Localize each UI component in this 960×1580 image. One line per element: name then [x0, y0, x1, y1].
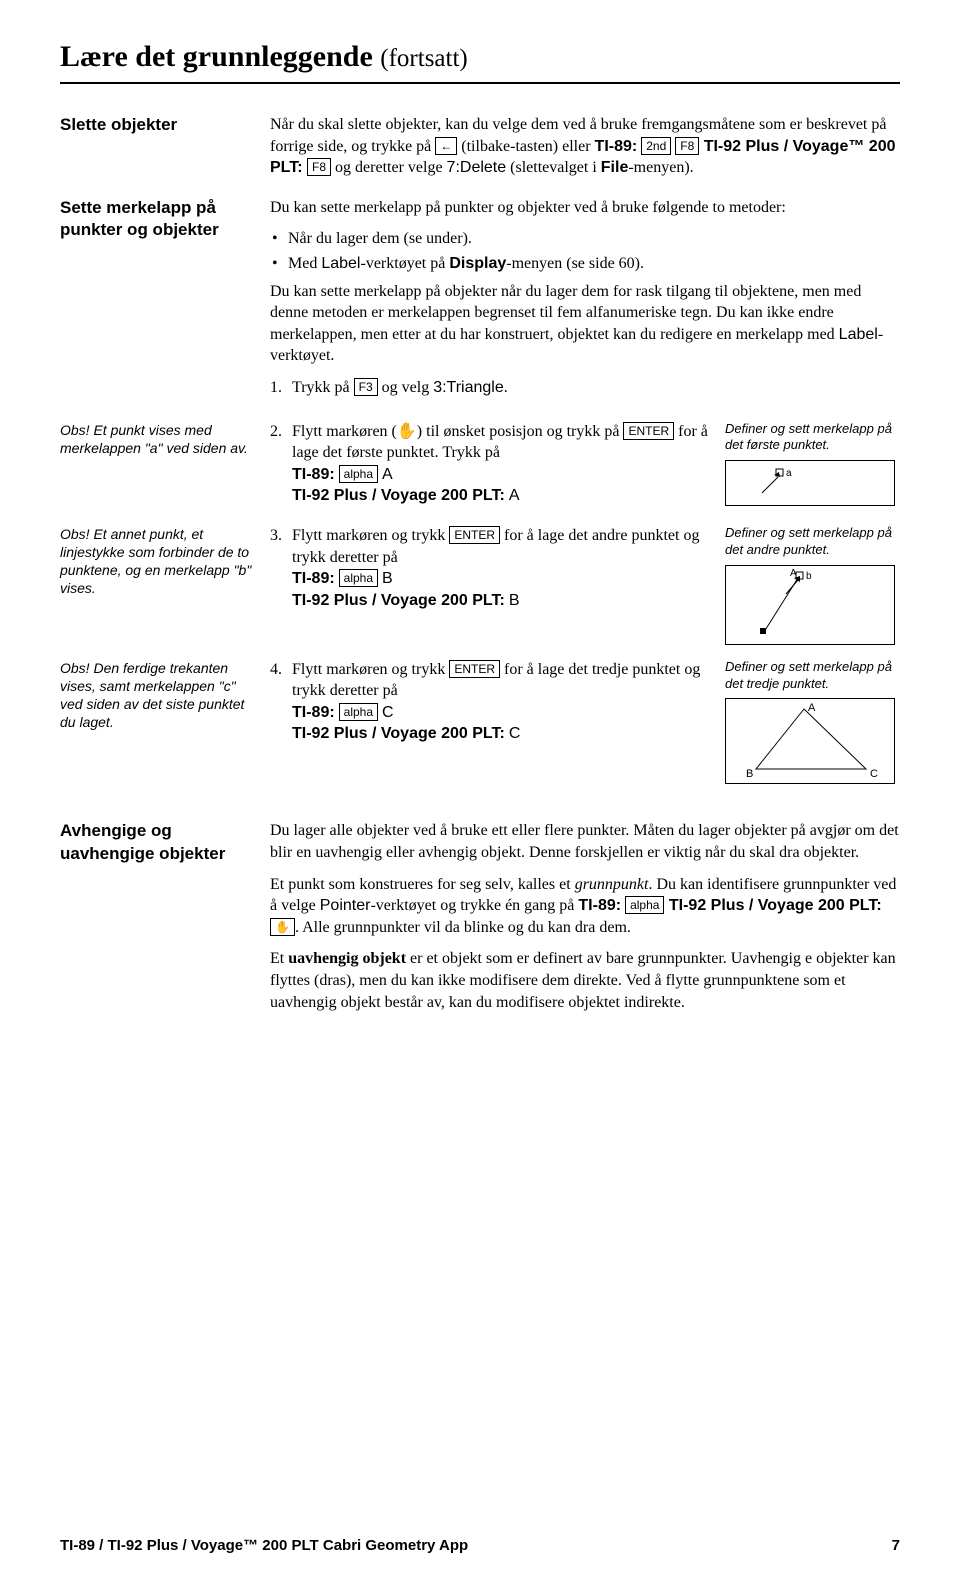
- note-a: Obs! Et punkt vises med merkelappen "a" …: [60, 421, 255, 457]
- heading-delete: Slette objekter: [60, 114, 255, 136]
- key-enter-3: ENTER: [449, 526, 500, 544]
- page-footer: TI-89 / TI-92 Plus / Voyage™ 200 PLT Cab…: [60, 1537, 900, 1554]
- page-title: Lære det grunnleggende (fortsatt): [60, 40, 900, 74]
- key-hand: ✋: [270, 918, 295, 936]
- key-alpha-4: alpha: [339, 703, 378, 721]
- label-intro: Du kan sette merkelapp på punkter og obj…: [270, 197, 900, 219]
- key-enter-2: ENTER: [623, 422, 674, 440]
- heading-dependent: Avhengige og uavhengige objekter: [60, 820, 255, 864]
- section-delete-objects: Slette objekter Når du skal slette objek…: [60, 114, 900, 179]
- title-cont: (fortsatt): [380, 45, 467, 72]
- caption-3: Definer og sett merkelapp på det andre p…: [725, 525, 900, 559]
- key-enter-4: ENTER: [449, 660, 500, 678]
- key-alpha-3: alpha: [339, 569, 378, 587]
- svg-text:a: a: [786, 468, 792, 479]
- section-dependent: Avhengige og uavhengige objekter Du lage…: [60, 820, 900, 1023]
- key-back: ←: [435, 137, 457, 155]
- svg-text:B: B: [746, 768, 753, 780]
- label-para2: Du kan sette merkelapp på objekter når d…: [270, 281, 900, 367]
- step-4: 4. Flytt markøren og trykk ENTER for å l…: [270, 659, 710, 745]
- row-step4: Obs! Den ferdige trekanten vises, samt m…: [60, 659, 900, 785]
- dep-p2: Et punkt som konstrueres for seg selv, k…: [270, 874, 900, 939]
- section-label-objects: Sette merkelapp på punkter og objekter D…: [60, 197, 900, 403]
- title-text: Lære det grunnleggende: [60, 40, 373, 73]
- heading-label: Sette merkelapp på punkter og objekter: [60, 197, 255, 241]
- svg-text:C: C: [870, 768, 878, 780]
- body-delete: Når du skal slette objekter, kan du velg…: [270, 114, 900, 179]
- dep-p1: Du lager alle objekter ved å bruke ett e…: [270, 820, 900, 863]
- step-3: 3. Flytt markøren og trykk ENTER for å l…: [270, 525, 710, 611]
- figure-triangle-abc: A B C: [725, 698, 895, 784]
- key-f8a: F8: [675, 137, 699, 155]
- svg-text:A: A: [808, 702, 816, 714]
- step-2: 2. Flytt markøren (✋) til ønsket posisjo…: [270, 421, 710, 507]
- figure-segment-ab: b A: [725, 565, 895, 645]
- note-b: Obs! Et annet punkt, et linjestykke som …: [60, 525, 255, 598]
- dep-p3: Et uavhengig objekt er et objekt som er …: [270, 948, 900, 1013]
- row-step3: Obs! Et annet punkt, et linjestykke som …: [60, 525, 900, 645]
- bullet-1: Når du lager dem (se under).: [288, 228, 900, 250]
- caption-2: Definer og sett merkelapp på det første …: [725, 421, 900, 455]
- step-1: 1. Trykk på F3 og velg 3:Triangle.: [270, 377, 900, 399]
- svg-text:b: b: [806, 571, 812, 582]
- footer-text: TI-89 / TI-92 Plus / Voyage™ 200 PLT Cab…: [60, 1537, 468, 1554]
- key-alpha-2: alpha: [339, 465, 378, 483]
- row-step2: Obs! Et punkt vises med merkelappen "a" …: [60, 421, 900, 511]
- page-number: 7: [892, 1537, 900, 1554]
- key-alpha-dep: alpha: [625, 896, 664, 914]
- key-f3: F3: [354, 378, 378, 396]
- key-f8b: F8: [307, 158, 331, 176]
- key-2nd: 2nd: [641, 137, 671, 155]
- note-c: Obs! Den ferdige trekanten vises, samt m…: [60, 659, 255, 732]
- title-rule: [60, 82, 900, 84]
- svg-text:A: A: [790, 568, 797, 579]
- figure-point-a: a: [725, 460, 895, 506]
- caption-4: Definer og sett merkelapp på det tredje …: [725, 659, 900, 693]
- label-bullets: Når du lager dem (se under). Med Label-v…: [270, 228, 900, 274]
- bullet-2: Med Label-verktøyet på Display-menyen (s…: [288, 253, 900, 275]
